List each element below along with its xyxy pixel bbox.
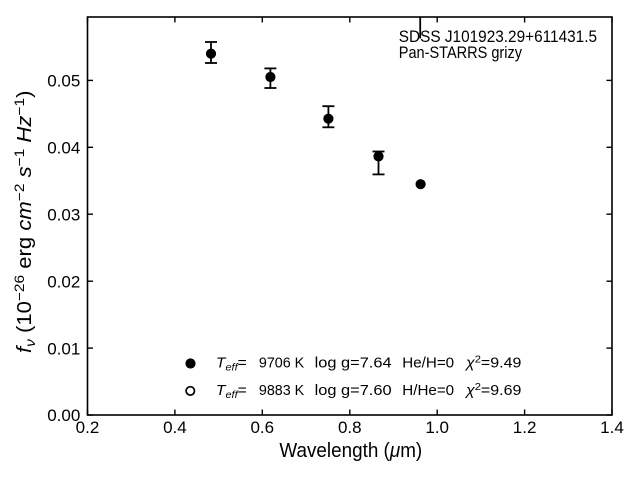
svg-text:SDSS J101923.29+611431.5: SDSS J101923.29+611431.5 — [399, 27, 597, 46]
svg-text:0.01: 0.01 — [47, 339, 80, 358]
svg-text:0.4: 0.4 — [163, 418, 187, 437]
svg-text:log g=7.60: log g=7.60 — [315, 383, 392, 399]
svg-text:0.03: 0.03 — [47, 205, 80, 224]
svg-text:fν (10−26 erg cm−2 s−1 Hz−1): fν (10−26 erg cm−2 s−1 Hz−1) — [11, 91, 38, 354]
svg-text:Teff=: Teff= — [216, 383, 247, 401]
svg-text:0.04: 0.04 — [47, 139, 80, 158]
svg-text:9883 K: 9883 K — [259, 383, 305, 399]
svg-text:Pan-STARRS grizy: Pan-STARRS grizy — [399, 43, 523, 62]
svg-text:χ2=9.69: χ2=9.69 — [464, 382, 522, 399]
svg-text:Teff=: Teff= — [216, 355, 247, 373]
svg-text:log g=7.64: log g=7.64 — [315, 355, 392, 371]
svg-text:1.2: 1.2 — [513, 418, 537, 437]
svg-text:1.4: 1.4 — [600, 418, 624, 437]
svg-text:9706 K: 9706 K — [259, 355, 305, 371]
svg-text:0.00: 0.00 — [47, 406, 80, 425]
svg-text:H/He=0: H/He=0 — [402, 383, 454, 399]
svg-text:0.02: 0.02 — [47, 272, 80, 291]
svg-text:1.0: 1.0 — [425, 418, 449, 437]
svg-text:0.2: 0.2 — [76, 418, 100, 437]
svg-text:0.8: 0.8 — [338, 418, 362, 437]
svg-text:χ2=9.49: χ2=9.49 — [464, 354, 522, 371]
svg-text:He/H=0: He/H=0 — [402, 355, 454, 371]
svg-text:0.6: 0.6 — [250, 418, 274, 437]
svg-text:Wavelength (μm): Wavelength (μm) — [279, 440, 422, 462]
svg-text:0.05: 0.05 — [47, 72, 80, 91]
